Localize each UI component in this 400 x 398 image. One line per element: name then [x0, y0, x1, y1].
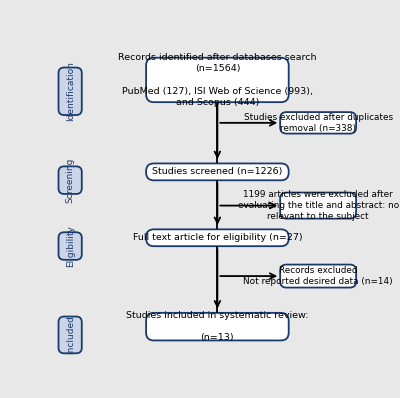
Text: Studies included in systematic review:

(n=13): Studies included in systematic review: (…: [126, 311, 309, 342]
FancyBboxPatch shape: [146, 313, 289, 340]
FancyBboxPatch shape: [280, 265, 356, 288]
Text: Studies excluded after duplicates
removal (n=338): Studies excluded after duplicates remova…: [244, 113, 393, 133]
Text: Studies screened (n=1226): Studies screened (n=1226): [152, 168, 282, 176]
FancyBboxPatch shape: [58, 166, 82, 194]
FancyBboxPatch shape: [58, 316, 82, 353]
Text: 1199 articles were excluded after
evaluating the title and abstract: no
relevant: 1199 articles were excluded after evalua…: [238, 190, 399, 221]
Text: Records excluded
Not reported desired data (n=14): Records excluded Not reported desired da…: [243, 266, 393, 286]
FancyBboxPatch shape: [58, 68, 82, 115]
FancyBboxPatch shape: [280, 112, 356, 134]
Text: Identification: Identification: [66, 61, 75, 121]
FancyBboxPatch shape: [146, 229, 289, 246]
Text: Screening: Screening: [66, 158, 75, 203]
Text: Records identified after databases search
(n=1564)

PubMed (127), ISI Web of Sci: Records identified after databases searc…: [118, 53, 317, 107]
FancyBboxPatch shape: [58, 232, 82, 260]
FancyBboxPatch shape: [146, 58, 289, 102]
Text: Included: Included: [66, 316, 75, 354]
Text: Full text article for eligibility (n=27): Full text article for eligibility (n=27): [132, 233, 302, 242]
FancyBboxPatch shape: [146, 164, 289, 180]
FancyBboxPatch shape: [280, 193, 356, 219]
Text: Eligibility: Eligibility: [66, 225, 75, 267]
